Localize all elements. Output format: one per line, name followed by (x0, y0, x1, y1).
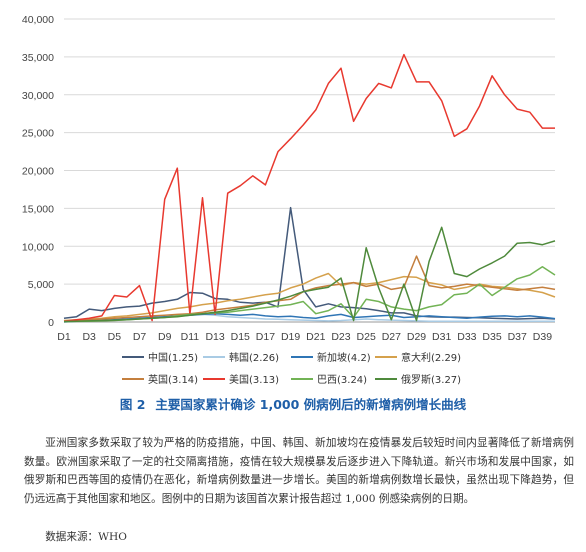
y-tick-label: 40,000 (22, 14, 54, 26)
series-line (63, 272, 556, 322)
x-tick-label: D3 (82, 331, 96, 343)
x-tick-label: D17 (256, 331, 275, 343)
x-tick-label: D35 (482, 331, 501, 343)
line-chart: 0 5,000 10,000 15,000 20,000 25,000 30,000 35,0… (22, 14, 556, 386)
legend-label: 俄罗斯(3.27) (401, 373, 461, 386)
legend-label: 中国(1.25) (148, 351, 198, 364)
x-tick-label: D1 (57, 331, 71, 343)
x-tick-label: D15 (231, 331, 250, 343)
series-line (63, 265, 556, 323)
figure-number: 图 2 (119, 397, 146, 412)
x-tick-label: D19 (281, 331, 300, 343)
legend-label: 新加坡(4.2) (317, 351, 371, 364)
x-tick-label: D9 (158, 331, 172, 343)
series-line (63, 226, 556, 323)
legend-label: 英国(3.14) (148, 373, 198, 386)
legend-label: 韩国(2.26) (229, 351, 279, 364)
series-line (63, 255, 556, 322)
y-tick-label: 25,000 (22, 128, 54, 140)
gridlines (64, 18, 555, 323)
x-tick-label: D5 (108, 331, 122, 343)
x-tick-label: D11 (181, 331, 200, 343)
body-paragraph: 亚洲国家多数采取了较为严格的防疫措施，中国、韩国、新加坡均在疫情暴发后较短时间内… (24, 437, 574, 505)
legend-label: 巴西(3.24) (317, 374, 367, 386)
x-tick-label: D25 (357, 331, 376, 343)
x-tick-label: D29 (407, 331, 426, 343)
x-tick-label: D7 (133, 331, 147, 343)
y-tick-label: 15,000 (22, 203, 54, 215)
x-tick-label: D33 (457, 331, 476, 343)
y-axis-ticks: 0 5,000 10,000 15,000 20,000 25,000 30,000 35,0… (22, 14, 54, 329)
y-tick-label: 5,000 (28, 279, 54, 291)
y-tick-label: 35,000 (22, 52, 54, 64)
y-tick-label: 10,000 (22, 241, 54, 253)
x-tick-label: D27 (382, 331, 401, 343)
x-tick-label: D13 (205, 331, 224, 343)
x-tick-label: D37 (508, 331, 527, 343)
series-line (63, 53, 555, 322)
x-tick-label: D21 (306, 331, 325, 343)
y-tick-label: 30,000 (22, 90, 54, 102)
x-tick-label: D31 (432, 331, 451, 343)
y-tick-label: 20,000 (22, 166, 54, 178)
legend-label: 美国(3.13) (229, 373, 279, 386)
x-tick-label: D39 (533, 331, 552, 343)
x-tick-label: D23 (331, 331, 350, 343)
series-lines (63, 53, 556, 323)
figure-caption: 图 2 主要国家累计确诊 1,000 例病例后的新增病例增长曲线 (0, 394, 586, 413)
y-tick-label: 0 (48, 317, 54, 329)
data-source: 数据来源：WHO (45, 531, 127, 543)
figure-title: 主要国家累计确诊 1,000 例病例后的新增病例增长曲线 (155, 397, 467, 412)
series-line (63, 206, 556, 320)
legend: 中国(1.25) 韩国(2.26) 新加坡(4.2) 意大利(2.29) 英国(3.14… (122, 351, 461, 386)
x-axis-ticks: D1 D3 D5 D7 D9 D11 D13 D15 D17 D19 D21 D23 D25 D27 D29… (57, 331, 552, 343)
legend-label: 意大利(2.29) (401, 351, 461, 364)
